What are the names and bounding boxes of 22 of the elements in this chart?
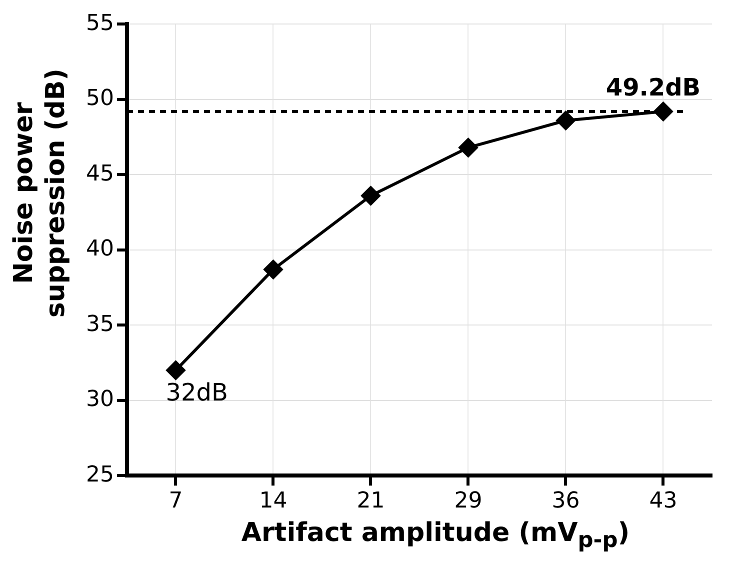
point [361, 186, 380, 206]
x-tick-label: 43 [649, 488, 678, 514]
y-axis-title: Noise power suppression (dB) [8, 67, 72, 320]
y-tick-label: 45 [86, 161, 114, 186]
y-tick-label: 50 [86, 86, 114, 112]
point [264, 260, 283, 279]
x-tick-label: 7 [168, 488, 183, 514]
y-tick-label: 40 [86, 236, 114, 262]
x-axis-title: Artifact amplitude (mV$_{p-p}$) [240, 518, 631, 554]
y-tick-label: 25 [86, 462, 114, 488]
y-tick-label: 35 [86, 312, 114, 337]
annotation: 32dB [166, 378, 228, 407]
x-tick-label: 29 [454, 488, 482, 514]
x-tick-label: 14 [259, 488, 288, 514]
x-tick-label: 21 [356, 488, 385, 514]
y-tick-label: 55 [86, 10, 114, 36]
point [166, 360, 186, 380]
annotation: 49.2dB [606, 74, 701, 102]
point [458, 138, 478, 158]
x-tick-label: 36 [552, 488, 580, 514]
point [556, 111, 576, 130]
y-tick-label: 30 [86, 387, 114, 412]
